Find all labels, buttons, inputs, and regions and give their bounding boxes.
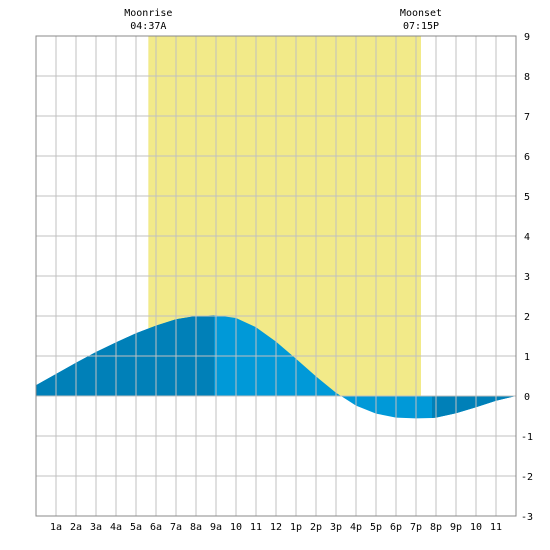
x-tick-label: 12 [270,522,282,533]
y-tick-label: -1 [521,432,533,443]
plot-border [35,35,517,517]
moonrise-label: Moonrise [124,8,172,19]
y-tick-label: 8 [524,72,530,83]
x-tick-label: 9p [450,522,462,533]
x-tick-label: 10 [470,522,482,533]
x-tick-label: 8p [430,522,442,533]
x-tick-label: 6a [150,522,162,533]
y-tick-label: 1 [524,352,530,363]
x-tick-label: 4p [350,522,362,533]
x-tick-label: 1p [290,522,302,533]
y-tick-label: 2 [524,312,530,323]
x-tick-label: 5a [130,522,142,533]
y-tick-label: -2 [521,472,533,483]
x-tick-label: 7p [410,522,422,533]
x-tick-label: 5p [370,522,382,533]
moonset-time: 07:15P [403,21,439,32]
y-axis-labels: -3 -2 -1 0 1 2 3 4 5 6 7 8 9 [521,32,533,523]
x-tick-label: 10 [230,522,242,533]
x-axis-labels: 1a 2a 3a 4a 5a 6a 7a 8a 9a 10 11 12 1p 2p 3p 4p 5p 6p 7p 8p… [50,522,502,533]
y-tick-label: 9 [524,32,530,43]
x-tick-label: 4a [110,522,122,533]
y-tick-label: 3 [524,272,530,283]
moonset-label: Moonset [400,8,442,19]
x-tick-label: 11 [250,522,262,533]
x-tick-label: 7a [170,522,182,533]
y-tick-label: 7 [524,112,530,123]
x-tick-label: 3p [330,522,342,533]
x-tick-label: 9a [210,522,222,533]
tide-area-dark-1 [432,396,516,418]
y-tick-label: 6 [524,152,530,163]
y-tick-label: 5 [524,192,530,203]
y-tick-label: 4 [524,232,530,243]
x-tick-label: 3a [90,522,102,533]
x-tick-label: 6p [390,522,402,533]
x-tick-label: 2a [70,522,82,533]
x-tick-label: 2p [310,522,322,533]
y-tick-label: 0 [524,392,530,403]
x-tick-label: 1a [50,522,62,533]
x-tick-label: 8a [190,522,202,533]
y-tick-label: -3 [521,512,533,523]
x-tick-label: 11 [490,522,502,533]
moonrise-time: 04:37A [130,21,166,32]
